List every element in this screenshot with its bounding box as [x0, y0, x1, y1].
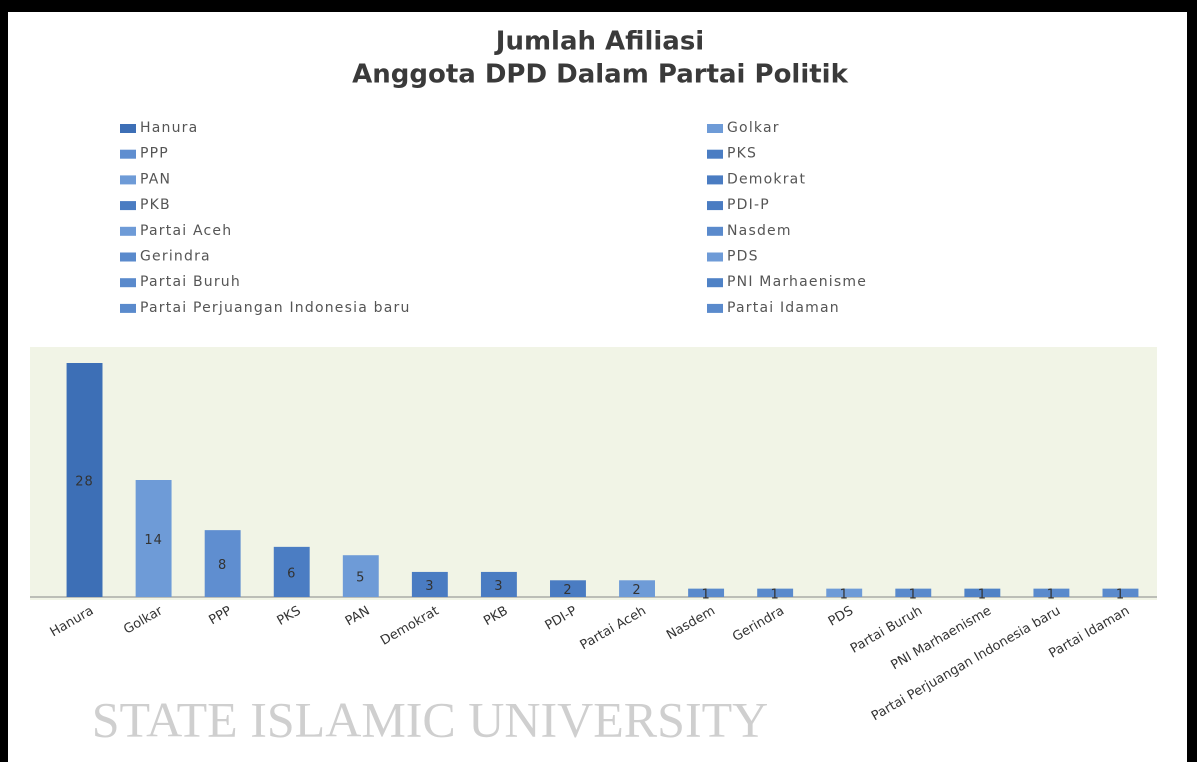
- legend-swatch: [120, 124, 136, 133]
- legend-label: Partai Buruh: [140, 274, 241, 290]
- plot-area: [30, 347, 1157, 600]
- legend-label: Golkar: [727, 120, 780, 136]
- legend-label: Partai Perjuangan Indonesia baru: [140, 300, 411, 316]
- legend-label: Partai Idaman: [727, 300, 840, 316]
- legend-label: PNI Marhaenisme: [727, 274, 867, 290]
- legend-label: Demokrat: [727, 171, 806, 187]
- legend-swatch: [707, 175, 723, 184]
- data-label: 1: [840, 587, 849, 602]
- legend-swatch: [120, 253, 136, 262]
- legend-swatch: [707, 150, 723, 159]
- watermark: STATE ISLAMIC UNIVERSITY: [92, 691, 769, 747]
- legend-swatch: [120, 227, 136, 236]
- legend-swatch: [707, 227, 723, 236]
- legend-swatch: [120, 278, 136, 287]
- data-label: 5: [356, 571, 365, 586]
- legend-label: PKB: [140, 197, 171, 213]
- legend-swatch: [707, 304, 723, 313]
- chart-subtitle: Anggota DPD Dalam Partai Politik: [352, 60, 848, 90]
- data-label: 6: [287, 566, 296, 581]
- data-label: 1: [909, 587, 918, 602]
- data-label: 1: [701, 587, 710, 602]
- legend-label: PDI-P: [727, 197, 770, 213]
- legend-label: PDS: [727, 249, 759, 265]
- legend-swatch: [707, 124, 723, 133]
- legend-swatch: [707, 253, 723, 262]
- legend-swatch: [120, 150, 136, 159]
- data-label: 3: [425, 579, 434, 594]
- chart-title: Jumlah Afiliasi: [494, 27, 704, 57]
- data-label: 1: [1047, 587, 1056, 602]
- legend-swatch: [120, 304, 136, 313]
- data-label: 2: [632, 583, 641, 598]
- data-label: 1: [978, 587, 987, 602]
- legend-label: Gerindra: [140, 249, 211, 265]
- data-label: 2: [563, 583, 572, 598]
- legend-swatch: [120, 201, 136, 210]
- legend-label: PKS: [727, 146, 757, 162]
- data-label: 3: [494, 579, 503, 594]
- data-label: 1: [1116, 587, 1125, 602]
- legend-label: Nasdem: [727, 223, 792, 239]
- chart: Jumlah Afiliasi Anggota DPD Dalam Partai…: [0, 0, 1197, 762]
- legend-label: Partai Aceh: [140, 223, 232, 239]
- legend-label: PPP: [140, 146, 169, 162]
- legend-swatch: [120, 175, 136, 184]
- data-label: 1: [771, 587, 780, 602]
- legend-swatch: [707, 201, 723, 210]
- data-label: 14: [144, 533, 163, 548]
- legend-label: Hanura: [140, 120, 198, 136]
- legend-swatch: [707, 278, 723, 287]
- data-label: 8: [218, 558, 227, 573]
- data-label: 28: [75, 475, 94, 490]
- legend-label: PAN: [140, 171, 171, 187]
